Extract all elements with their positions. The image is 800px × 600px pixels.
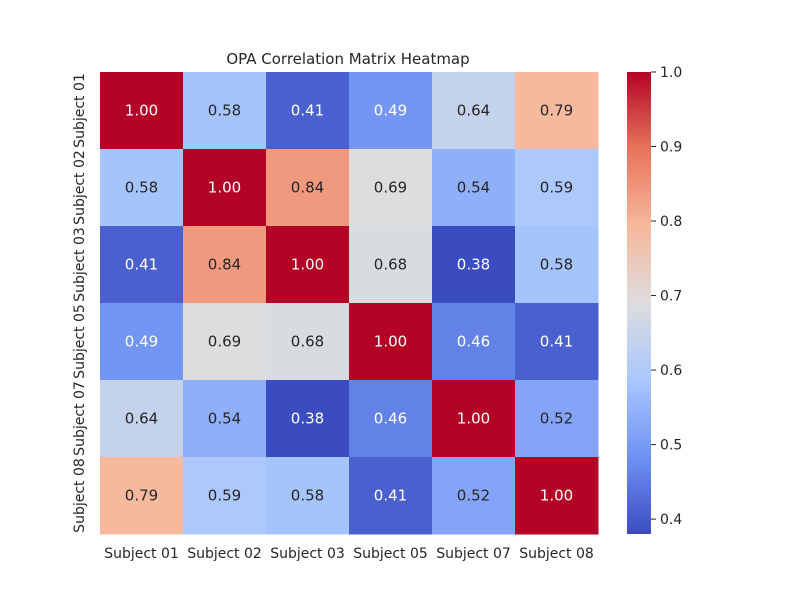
cell-value-label: 0.38 — [457, 256, 490, 274]
heatmap-cell-subject-03-subject-07 — [432, 226, 516, 304]
heatmap-cell-subject-07-subject-02 — [183, 380, 267, 458]
heatmap-cell-subject-02-subject-07 — [432, 149, 516, 227]
heatmap-cell-subject-01-subject-08 — [515, 72, 599, 150]
heatmap-cell-subject-08-subject-01 — [100, 457, 184, 535]
y-axis-ticks: Subject 01 Subject 02 Subject 03 Subject 05… — [72, 73, 88, 533]
cell-value-label: 0.69 — [208, 333, 241, 351]
cell-value-label: 0.84 — [208, 256, 241, 274]
x-tick-label: Subject 08 — [519, 546, 594, 562]
heatmap-cell-subject-05-subject-05 — [349, 303, 433, 381]
y-tick-label: Subject 02 — [72, 150, 88, 225]
heatmap-cell-subject-05-subject-07 — [432, 303, 516, 381]
heatmap-cell-subject-02-subject-03 — [266, 149, 350, 227]
cell-value-label: 0.79 — [125, 487, 158, 505]
heatmap-cell-subject-01-subject-02 — [183, 72, 267, 150]
heatmap-cell-subject-08-subject-08 — [515, 457, 599, 535]
cell-value-label: 0.68 — [374, 256, 407, 274]
heatmap-cell-subject-08-subject-05 — [349, 457, 433, 535]
cell-value-label: 0.59 — [540, 179, 573, 197]
cell-value-label: 0.54 — [208, 410, 241, 428]
cell-value-label: 0.49 — [125, 333, 158, 351]
cell-value-label: 0.41 — [125, 256, 158, 274]
heatmap-cell-subject-01-subject-01 — [100, 72, 184, 150]
colorbar-tick-label: 0.5 — [660, 438, 682, 454]
colorbar: 0.4 0.5 0.6 0.7 0.8 0.9 1.0 — [627, 65, 682, 534]
heatmap-cell-subject-07-subject-03 — [266, 380, 350, 458]
cell-value-label: 1.00 — [208, 179, 241, 197]
heatmap-cell-subject-02-subject-02 — [183, 149, 267, 227]
heatmap-cells: 1.00 0.58 0.41 0.49 0.64 0.79 0.58 1.00 0.84 0.69… — [100, 72, 599, 535]
y-tick-label: Subject 03 — [72, 227, 88, 302]
chart-title: OPA Correlation Matrix Heatmap — [226, 50, 469, 68]
heatmap-cell-subject-01-subject-03 — [266, 72, 350, 150]
colorbar-tick-label: 1.0 — [660, 65, 682, 81]
heatmap-cell-subject-05-subject-01 — [100, 303, 184, 381]
heatmap-cell-subject-02-subject-01 — [100, 149, 184, 227]
colorbar-tick-label: 0.4 — [660, 512, 682, 528]
x-tick-label: Subject 01 — [104, 546, 179, 562]
cell-value-label: 1.00 — [540, 487, 573, 505]
heatmap-cell-subject-03-subject-02 — [183, 226, 267, 304]
heatmap-cell-subject-08-subject-07 — [432, 457, 516, 535]
x-axis-ticks: Subject 01 Subject 02 Subject 03 Subject 05… — [104, 546, 594, 562]
heatmap-cell-subject-08-subject-02 — [183, 457, 267, 535]
cell-value-label: 0.79 — [540, 102, 573, 120]
heatmap-cell-subject-03-subject-05 — [349, 226, 433, 304]
heatmap-cell-subject-05-subject-02 — [183, 303, 267, 381]
colorbar-tick-label: 0.7 — [660, 289, 682, 305]
heatmap-cell-subject-08-subject-03 — [266, 457, 350, 535]
heatmap-cell-subject-03-subject-01 — [100, 226, 184, 304]
heatmap-cell-subject-01-subject-07 — [432, 72, 516, 150]
colorbar-tick-label: 0.9 — [660, 140, 682, 156]
cell-value-label: 0.54 — [457, 179, 490, 197]
cell-value-label: 0.64 — [125, 410, 158, 428]
x-tick-label: Subject 03 — [270, 546, 345, 562]
cell-value-label: 1.00 — [291, 256, 324, 274]
cell-value-label: 0.52 — [457, 487, 490, 505]
heatmap-cell-subject-01-subject-05 — [349, 72, 433, 150]
cell-value-label: 0.49 — [374, 102, 407, 120]
y-tick-label: Subject 07 — [72, 381, 88, 456]
y-tick-label: Subject 08 — [72, 458, 88, 533]
heatmap-cell-subject-02-subject-05 — [349, 149, 433, 227]
cell-value-label: 0.41 — [374, 487, 407, 505]
heatmap-cell-subject-03-subject-08 — [515, 226, 599, 304]
cell-value-label: 0.38 — [291, 410, 324, 428]
cell-value-label: 0.69 — [374, 179, 407, 197]
cell-value-label: 0.58 — [291, 487, 324, 505]
colorbar-gradient — [627, 72, 651, 534]
cell-value-label: 0.46 — [374, 410, 407, 428]
cell-value-label: 0.41 — [540, 333, 573, 351]
heatmap-cell-subject-05-subject-03 — [266, 303, 350, 381]
cell-value-label: 1.00 — [374, 333, 407, 351]
colorbar-tick-label: 0.6 — [660, 363, 682, 379]
heatmap-cell-subject-07-subject-08 — [515, 380, 599, 458]
cell-value-label: 1.00 — [457, 410, 490, 428]
cell-value-label: 0.59 — [208, 487, 241, 505]
cell-value-label: 0.58 — [125, 179, 158, 197]
x-tick-label: Subject 05 — [353, 546, 428, 562]
x-tick-label: Subject 02 — [187, 546, 262, 562]
cell-value-label: 1.00 — [125, 102, 158, 120]
cell-value-label: 0.41 — [291, 102, 324, 120]
cell-value-label: 0.68 — [291, 333, 324, 351]
heatmap-cell-subject-02-subject-08 — [515, 149, 599, 227]
y-tick-label: Subject 01 — [72, 73, 88, 148]
cell-value-label: 0.64 — [457, 102, 490, 120]
cell-value-label: 0.52 — [540, 410, 573, 428]
colorbar-tick-label: 0.8 — [660, 214, 682, 230]
heatmap-cell-subject-07-subject-05 — [349, 380, 433, 458]
heatmap-cell-subject-07-subject-07 — [432, 380, 516, 458]
cell-value-label: 0.84 — [291, 179, 324, 197]
heatmap-cell-subject-05-subject-08 — [515, 303, 599, 381]
cell-value-label: 0.58 — [208, 102, 241, 120]
cell-value-label: 0.46 — [457, 333, 490, 351]
cell-value-label: 0.58 — [540, 256, 573, 274]
x-tick-label: Subject 07 — [436, 546, 511, 562]
y-tick-label: Subject 05 — [72, 304, 88, 379]
heatmap-cell-subject-07-subject-01 — [100, 380, 184, 458]
heatmap-cell-subject-03-subject-03 — [266, 226, 350, 304]
